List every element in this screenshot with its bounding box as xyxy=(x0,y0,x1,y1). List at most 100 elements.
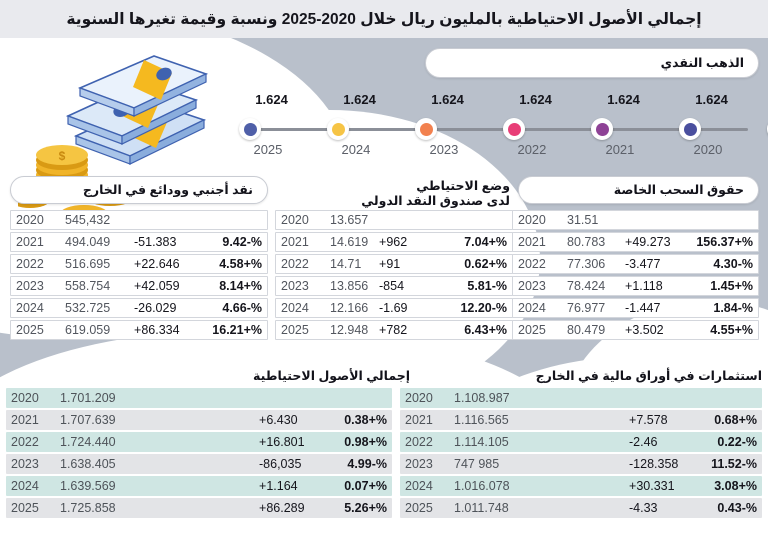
section-label-foreign-cash-deposits: نقد أجنبي وودائع في الخارج xyxy=(10,176,268,204)
table-row: %+16.21 86.334+ 619.059 2025 xyxy=(10,320,268,340)
timeline-dot-2022 xyxy=(507,122,521,136)
table-row: %+0.98 16.801+ 1.724.440 2022 xyxy=(6,432,392,452)
timeline-value-2024: 1.624 xyxy=(343,92,376,107)
cell-year: 2022 xyxy=(11,435,39,449)
cell-value: 14.71 xyxy=(330,257,362,271)
cell-percent-change: %+0.98 xyxy=(344,435,387,449)
table-row: %+5.26 86.289+ 1.725.858 2025 xyxy=(6,498,392,518)
table-row: %+6.43 782+ 12.948 2025 xyxy=(275,320,513,340)
cell-percent-change: %-4.99 xyxy=(347,457,387,471)
note-stack-top xyxy=(77,55,209,117)
timeline-node-2024[interactable] xyxy=(327,118,349,140)
table-investments-securities-abroad: 1.108.987 2020 %+0.68 7.578+ 1.116.565 2021 %-… xyxy=(400,388,762,518)
monetary-gold-label-text: الذهب النقدي xyxy=(660,56,744,70)
cell-percent-change: %-4.30 xyxy=(713,257,753,271)
cell-percent-change: %+8.14 xyxy=(219,279,262,293)
timeline-value-2025: 1.624 xyxy=(255,92,288,107)
cell-value: 12.166 xyxy=(330,301,369,315)
timeline-value-2023: 1.624 xyxy=(431,92,464,107)
cell-year: 2023 xyxy=(16,279,44,293)
cell-percent-change: %-4.66 xyxy=(222,301,262,315)
cell-year: 2025 xyxy=(518,323,546,337)
cell-value-change: 7.578+ xyxy=(629,413,668,427)
table-row: 31.51 2020 xyxy=(512,210,759,230)
section-label-imf-reserve-position: وضع الاحتياطي لدى صندوق النقد الدولي xyxy=(280,178,510,208)
table-row: %-4.99 86,035- 1.638.405 2023 xyxy=(6,454,392,474)
cell-value-change: 2.46- xyxy=(629,435,658,449)
section-label-total-reserve-assets: إجمالي الأصول الاحتياطية xyxy=(10,368,410,383)
cell-value: 78.424 xyxy=(567,279,606,293)
cell-year: 2023 xyxy=(405,457,433,471)
timeline-node-2020[interactable] xyxy=(679,118,701,140)
cell-value: 1.114.105 xyxy=(454,435,509,449)
cell-value: 532.725 xyxy=(65,301,111,315)
timeline-node-2025[interactable] xyxy=(239,118,261,140)
timeline-year-2024: 2024 xyxy=(341,142,371,157)
table-row: 1.108.987 2020 xyxy=(400,388,762,408)
cell-value-change: 1.447- xyxy=(625,301,661,315)
cell-value-change: 86,035- xyxy=(259,457,302,471)
cell-value: 619.059 xyxy=(65,323,111,337)
timeline-year-2022: 2022 xyxy=(517,142,547,157)
cell-value-change: 86.289+ xyxy=(259,501,305,515)
sdr-label-text: حقوق السحب الخاصة xyxy=(613,183,744,197)
table-row: %+0.68 7.578+ 1.116.565 2021 xyxy=(400,410,762,430)
timeline-dot-2024 xyxy=(331,122,345,136)
cell-percent-change: %+0.07 xyxy=(344,479,387,493)
cell-value-change: 854- xyxy=(379,279,405,293)
table-row: %+4.58 22.646+ 516.695 2022 xyxy=(10,254,268,274)
table-row: %+0.62 91+ 14.71 2022 xyxy=(275,254,513,274)
cell-value: 1.016.078 xyxy=(454,479,510,493)
cell-year: 2022 xyxy=(16,257,44,271)
cell-year: 2022 xyxy=(405,435,433,449)
cell-year: 2025 xyxy=(16,323,44,337)
timeline-node-2023[interactable] xyxy=(415,118,437,140)
cell-value: 13.856 xyxy=(330,279,369,293)
timeline-dot-2020 xyxy=(683,122,697,136)
table-row: %-0.43 4.33- 1.011.748 2025 xyxy=(400,498,762,518)
cell-year: 2020 xyxy=(16,213,44,227)
cell-value: 1.725.858 xyxy=(60,501,116,515)
cell-year: 2021 xyxy=(518,235,546,249)
timeline-value-2022: 1.624 xyxy=(519,92,552,107)
table-row: 1.701.209 2020 xyxy=(6,388,392,408)
cell-percent-change: %+0.38 xyxy=(344,413,387,427)
table-row: %+1.45 1.118+ 78.424 2023 xyxy=(512,276,759,296)
monetary-gold-timeline: 1.624 2025 1.624 2024 1.624 2023 1.624 2022 1.62… xyxy=(232,92,768,164)
cell-year: 2022 xyxy=(281,257,309,271)
cell-percent-change: %+156.37 xyxy=(696,235,753,249)
timeline-dot-2021 xyxy=(595,122,609,136)
cell-percent-change: %+3.08 xyxy=(714,479,757,493)
table-row: 13.657 2020 xyxy=(275,210,513,230)
table-row: %-4.66 26.029- 532.725 2024 xyxy=(10,298,268,318)
cell-year: 2025 xyxy=(281,323,309,337)
cell-year: 2020 xyxy=(11,391,39,405)
timeline-node-2021[interactable] xyxy=(591,118,613,140)
cell-year: 2020 xyxy=(281,213,309,227)
cell-year: 2021 xyxy=(281,235,309,249)
cell-percent-change: %+5.26 xyxy=(344,501,387,515)
timeline-year-2023: 2023 xyxy=(429,142,459,157)
cell-percent-change: %+0.68 xyxy=(714,413,757,427)
cell-year: 2023 xyxy=(281,279,309,293)
cell-year: 2024 xyxy=(281,301,309,315)
cell-year: 2021 xyxy=(11,413,39,427)
cell-year: 2024 xyxy=(16,301,44,315)
imf-label-line-2: لدى صندوق النقد الدولي xyxy=(361,194,510,208)
timeline-node-2022[interactable] xyxy=(503,118,525,140)
cell-value: 1.638.405 xyxy=(60,457,116,471)
cell-percent-change: %+4.58 xyxy=(219,257,262,271)
cell-value: 12.948 xyxy=(330,323,369,337)
cell-percent-change: %-5.81 xyxy=(467,279,507,293)
cell-percent-change: %+4.55 xyxy=(710,323,753,337)
foreign-cash-deposits-label-text: نقد أجنبي وودائع في الخارج xyxy=(82,183,253,197)
timeline-value-2021: 1.624 xyxy=(607,92,640,107)
table-row: %+156.37 49.273+ 80.783 2021 xyxy=(512,232,759,252)
cell-value-change: 782+ xyxy=(379,323,408,337)
cell-percent-change: %+0.62 xyxy=(464,257,507,271)
table-row: %+8.14 42.059+ 558.754 2023 xyxy=(10,276,268,296)
cell-percent-change: %+16.21 xyxy=(212,323,262,337)
cell-percent-change: %+6.43 xyxy=(464,323,507,337)
table-row: %+7.04 962+ 14.619 2021 xyxy=(275,232,513,252)
